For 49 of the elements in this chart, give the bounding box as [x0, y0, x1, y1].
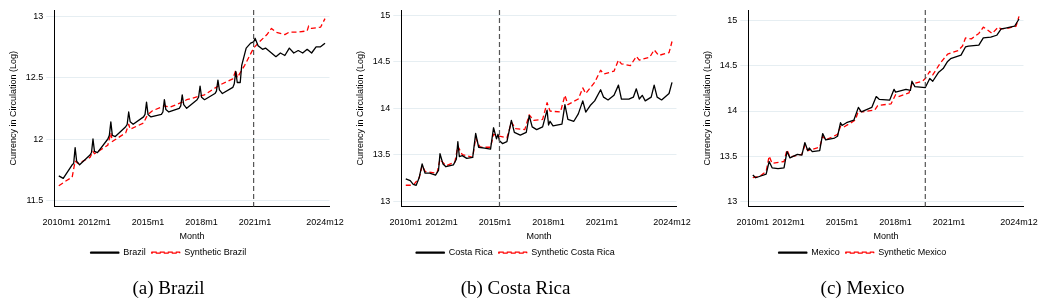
text: (b) Costa Rica	[460, 276, 571, 299]
y-tick-label: 13	[33, 10, 44, 21]
x-tick-label: 2024m12	[306, 217, 344, 228]
x-tick-label: 2015m1	[825, 217, 859, 228]
x-tick-label: 2010m1	[389, 217, 423, 228]
x-tick-label: 2015m1	[478, 217, 512, 228]
x-axis-title: Month	[526, 231, 552, 242]
x-tick-label: 2010m1	[42, 217, 76, 228]
legend-label: Costa Rica	[448, 247, 493, 258]
y-tick-label: 13.5	[719, 150, 738, 161]
line-series	[58, 17, 326, 187]
x-tick-label: 2018m1	[185, 217, 218, 228]
x-tick-label: 2018m1	[879, 217, 912, 228]
y-tick-label: 11.5	[26, 194, 44, 205]
legend-label: Brazil	[123, 247, 146, 258]
y-tick-label: 14.5	[719, 60, 738, 71]
x-tick-label: 2021m1	[585, 217, 619, 228]
y-tick-label: 13.5	[372, 149, 391, 160]
x-tick-label: 2015m1	[131, 217, 165, 228]
y-tick-label: 15	[380, 10, 391, 21]
y-tick-label: 12	[33, 133, 44, 144]
y-tick-label: 14.5	[372, 56, 391, 67]
line-series	[405, 40, 673, 186]
y-tick-label: 15	[727, 15, 738, 26]
y-tick-label: 12.5	[25, 72, 44, 83]
legend-label: Synthetic Brazil	[184, 247, 247, 258]
x-tick-label: 2012m1	[78, 217, 111, 228]
legend-label: Mexico	[811, 247, 840, 258]
legend-label: Synthetic Costa Rica	[531, 247, 615, 258]
y-axis-title: Currency in Circulation (Log)	[354, 51, 365, 166]
y-tick-label: 14	[727, 105, 738, 116]
x-tick-label: 2018m1	[532, 217, 565, 228]
y-axis-title: Currency in Circulation (Log)	[7, 51, 18, 166]
x-tick-label: 2012m1	[425, 217, 458, 228]
text: (c) Mexico	[820, 276, 905, 299]
y-tick-label: 13	[380, 195, 391, 206]
x-tick-label: 2012m1	[772, 217, 805, 228]
text: (a) Brazil	[132, 276, 205, 299]
x-axis-title: Month	[179, 231, 205, 242]
x-tick-label: 2024m12	[1000, 217, 1038, 228]
x-tick-label: 2021m1	[238, 217, 272, 228]
legend-label: Synthetic Mexico	[878, 247, 947, 258]
y-tick-label: 14	[380, 102, 391, 113]
x-tick-label: 2021m1	[932, 217, 966, 228]
x-tick-label: 2010m1	[736, 217, 770, 228]
x-axis-title: Month	[873, 231, 899, 242]
y-tick-label: 13	[727, 195, 738, 206]
x-tick-label: 2024m12	[653, 217, 691, 228]
y-axis-title: Currency in Circulation (Log)	[701, 51, 712, 166]
